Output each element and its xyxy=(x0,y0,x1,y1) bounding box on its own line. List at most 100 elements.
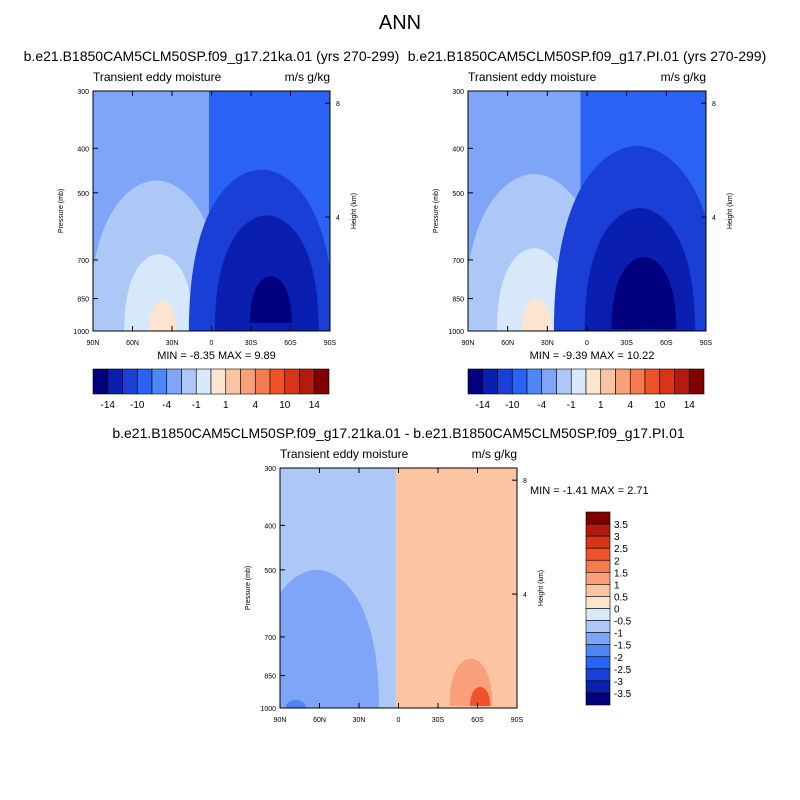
colorbar-swatch xyxy=(600,368,616,395)
colorbar-swatch xyxy=(644,368,661,395)
colorbar-swatch xyxy=(166,368,182,395)
colorbar-label: -0.5 xyxy=(614,617,632,628)
colorbar-swatch xyxy=(299,368,315,395)
y-tick-label: 850 xyxy=(264,674,276,681)
colorbar-swatch xyxy=(674,368,690,395)
y-tick-label: 400 xyxy=(77,146,89,153)
colorbar-swatch xyxy=(467,368,484,395)
colorbar-swatch xyxy=(585,608,611,621)
colorbar-label: -4 xyxy=(162,400,171,411)
chart-panel-2: b.e21.B1850CAM5CLM50SP.f09_g17.PI.01 (yr… xyxy=(408,48,767,411)
x-tick-label: 0 xyxy=(210,340,214,347)
y2-tick-label: 4 xyxy=(523,592,527,599)
y2-tick-label: 4 xyxy=(336,215,340,222)
y2-axis-label: Height (km) xyxy=(351,193,358,229)
figure-title: ANN xyxy=(378,12,422,34)
colorbar-swatch xyxy=(181,368,197,395)
colorbar-label: 3.5 xyxy=(614,520,628,531)
x-tick-label: 90S xyxy=(511,717,524,724)
colorbar-label: 0 xyxy=(614,605,620,616)
min-max-stats: MIN = -8.35 MAX = 9.89 xyxy=(157,350,276,362)
colorbar-swatch xyxy=(585,368,602,395)
colorbar-swatch xyxy=(254,368,271,395)
colorbar-swatch xyxy=(585,680,611,694)
colorbar-swatch xyxy=(585,547,611,561)
colorbar-swatch xyxy=(497,368,513,395)
x-tick-label: 30S xyxy=(620,340,633,347)
units-label: m/s g/kg xyxy=(472,447,517,461)
y-tick-label: 700 xyxy=(452,258,464,265)
colorbar-label: -1 xyxy=(567,400,576,411)
panel-title: b.e21.B1850CAM5CLM50SP.f09_g17.21ka.01 (… xyxy=(24,48,400,64)
colorbar-label: 14 xyxy=(684,400,696,411)
y-tick-label: 850 xyxy=(452,297,464,304)
colorbar-label: 0.5 xyxy=(614,592,628,603)
colorbar-label: 10 xyxy=(654,400,666,411)
y2-axis-label: Height (km) xyxy=(538,570,545,606)
x-tick-label: 30S xyxy=(245,340,258,347)
y2-axis-label: Height (km) xyxy=(727,193,734,229)
colorbar-swatch xyxy=(136,368,153,395)
colorbar-label: 1.5 xyxy=(614,568,628,579)
y-axis-label: Pressure (mb) xyxy=(58,189,65,233)
colorbar-label: 1 xyxy=(223,400,229,411)
colorbar-swatch xyxy=(122,368,138,395)
colorbar-label: 3 xyxy=(614,532,620,543)
contour-region xyxy=(285,699,306,708)
colorbar-label: 2.5 xyxy=(614,544,628,555)
contour-region xyxy=(522,298,552,331)
colorbar: -14 -10 -4 -1 1 4 10 14 xyxy=(467,368,705,411)
colorbar-label: -1.5 xyxy=(614,641,632,652)
plot-area xyxy=(93,91,330,331)
colorbar-label: -3.5 xyxy=(614,689,632,700)
colorbar-swatch xyxy=(688,368,705,395)
colorbar-swatch xyxy=(556,368,572,395)
colorbar: 3.532.521.510.5 0-0.5-1-1.5-2-2.5-3-3.5 xyxy=(585,511,632,706)
panel-title: b.e21.B1850CAM5CLM50SP.f09_g17.21ka.01 -… xyxy=(112,425,685,441)
colorbar-swatch xyxy=(511,368,528,395)
y-tick-label: 850 xyxy=(77,297,89,304)
colorbar-swatch xyxy=(585,632,611,645)
y-tick-label: 1000 xyxy=(448,329,464,336)
contour-region xyxy=(149,300,177,331)
colorbar-label: 4 xyxy=(252,400,258,411)
y2-tick-label: 8 xyxy=(523,478,527,485)
colorbar-label: -2.5 xyxy=(614,665,632,676)
colorbar-swatch xyxy=(659,368,675,395)
x-tick-label: 30S xyxy=(432,717,445,724)
x-tick-label: 90N xyxy=(462,340,475,347)
contour-region xyxy=(470,686,491,706)
colorbar-swatch xyxy=(585,596,611,609)
y-tick-label: 700 xyxy=(77,258,89,265)
variable-label: Transient eddy moisture xyxy=(468,70,597,84)
contour-region xyxy=(249,276,292,323)
colorbar-swatch xyxy=(585,644,611,658)
contour-region xyxy=(611,257,677,329)
y-tick-label: 700 xyxy=(264,635,276,642)
colorbar-swatch xyxy=(629,368,646,395)
x-tick-label: 30N xyxy=(541,340,554,347)
x-tick-label: 90S xyxy=(324,340,337,347)
units-label: m/s g/kg xyxy=(285,70,330,84)
colorbar-swatch xyxy=(240,368,256,395)
colorbar-swatch xyxy=(284,368,300,395)
colorbar-label: 10 xyxy=(279,400,291,411)
x-tick-label: 60N xyxy=(501,340,514,347)
x-tick-label: 30N xyxy=(353,717,366,724)
colorbar-swatch xyxy=(585,572,611,585)
colorbar-swatch xyxy=(482,368,498,395)
y-tick-label: 300 xyxy=(452,89,464,96)
x-tick-label: 90S xyxy=(700,340,713,347)
contour-region xyxy=(124,254,194,331)
colorbar-swatch xyxy=(151,368,168,395)
contour-region xyxy=(214,215,319,331)
min-max-stats: MIN = -9.39 MAX = 10.22 xyxy=(530,350,655,362)
variable-label: Transient eddy moisture xyxy=(280,447,409,461)
panel-title: b.e21.B1850CAM5CLM50SP.f09_g17.PI.01 (yr… xyxy=(408,48,767,64)
colorbar-label: -4 xyxy=(537,400,546,411)
colorbar-swatch xyxy=(541,368,557,395)
variable-label: Transient eddy moisture xyxy=(93,70,222,84)
colorbar-swatch xyxy=(225,368,241,395)
colorbar-label: -3 xyxy=(614,677,623,688)
x-tick-label: 60S xyxy=(660,340,673,347)
